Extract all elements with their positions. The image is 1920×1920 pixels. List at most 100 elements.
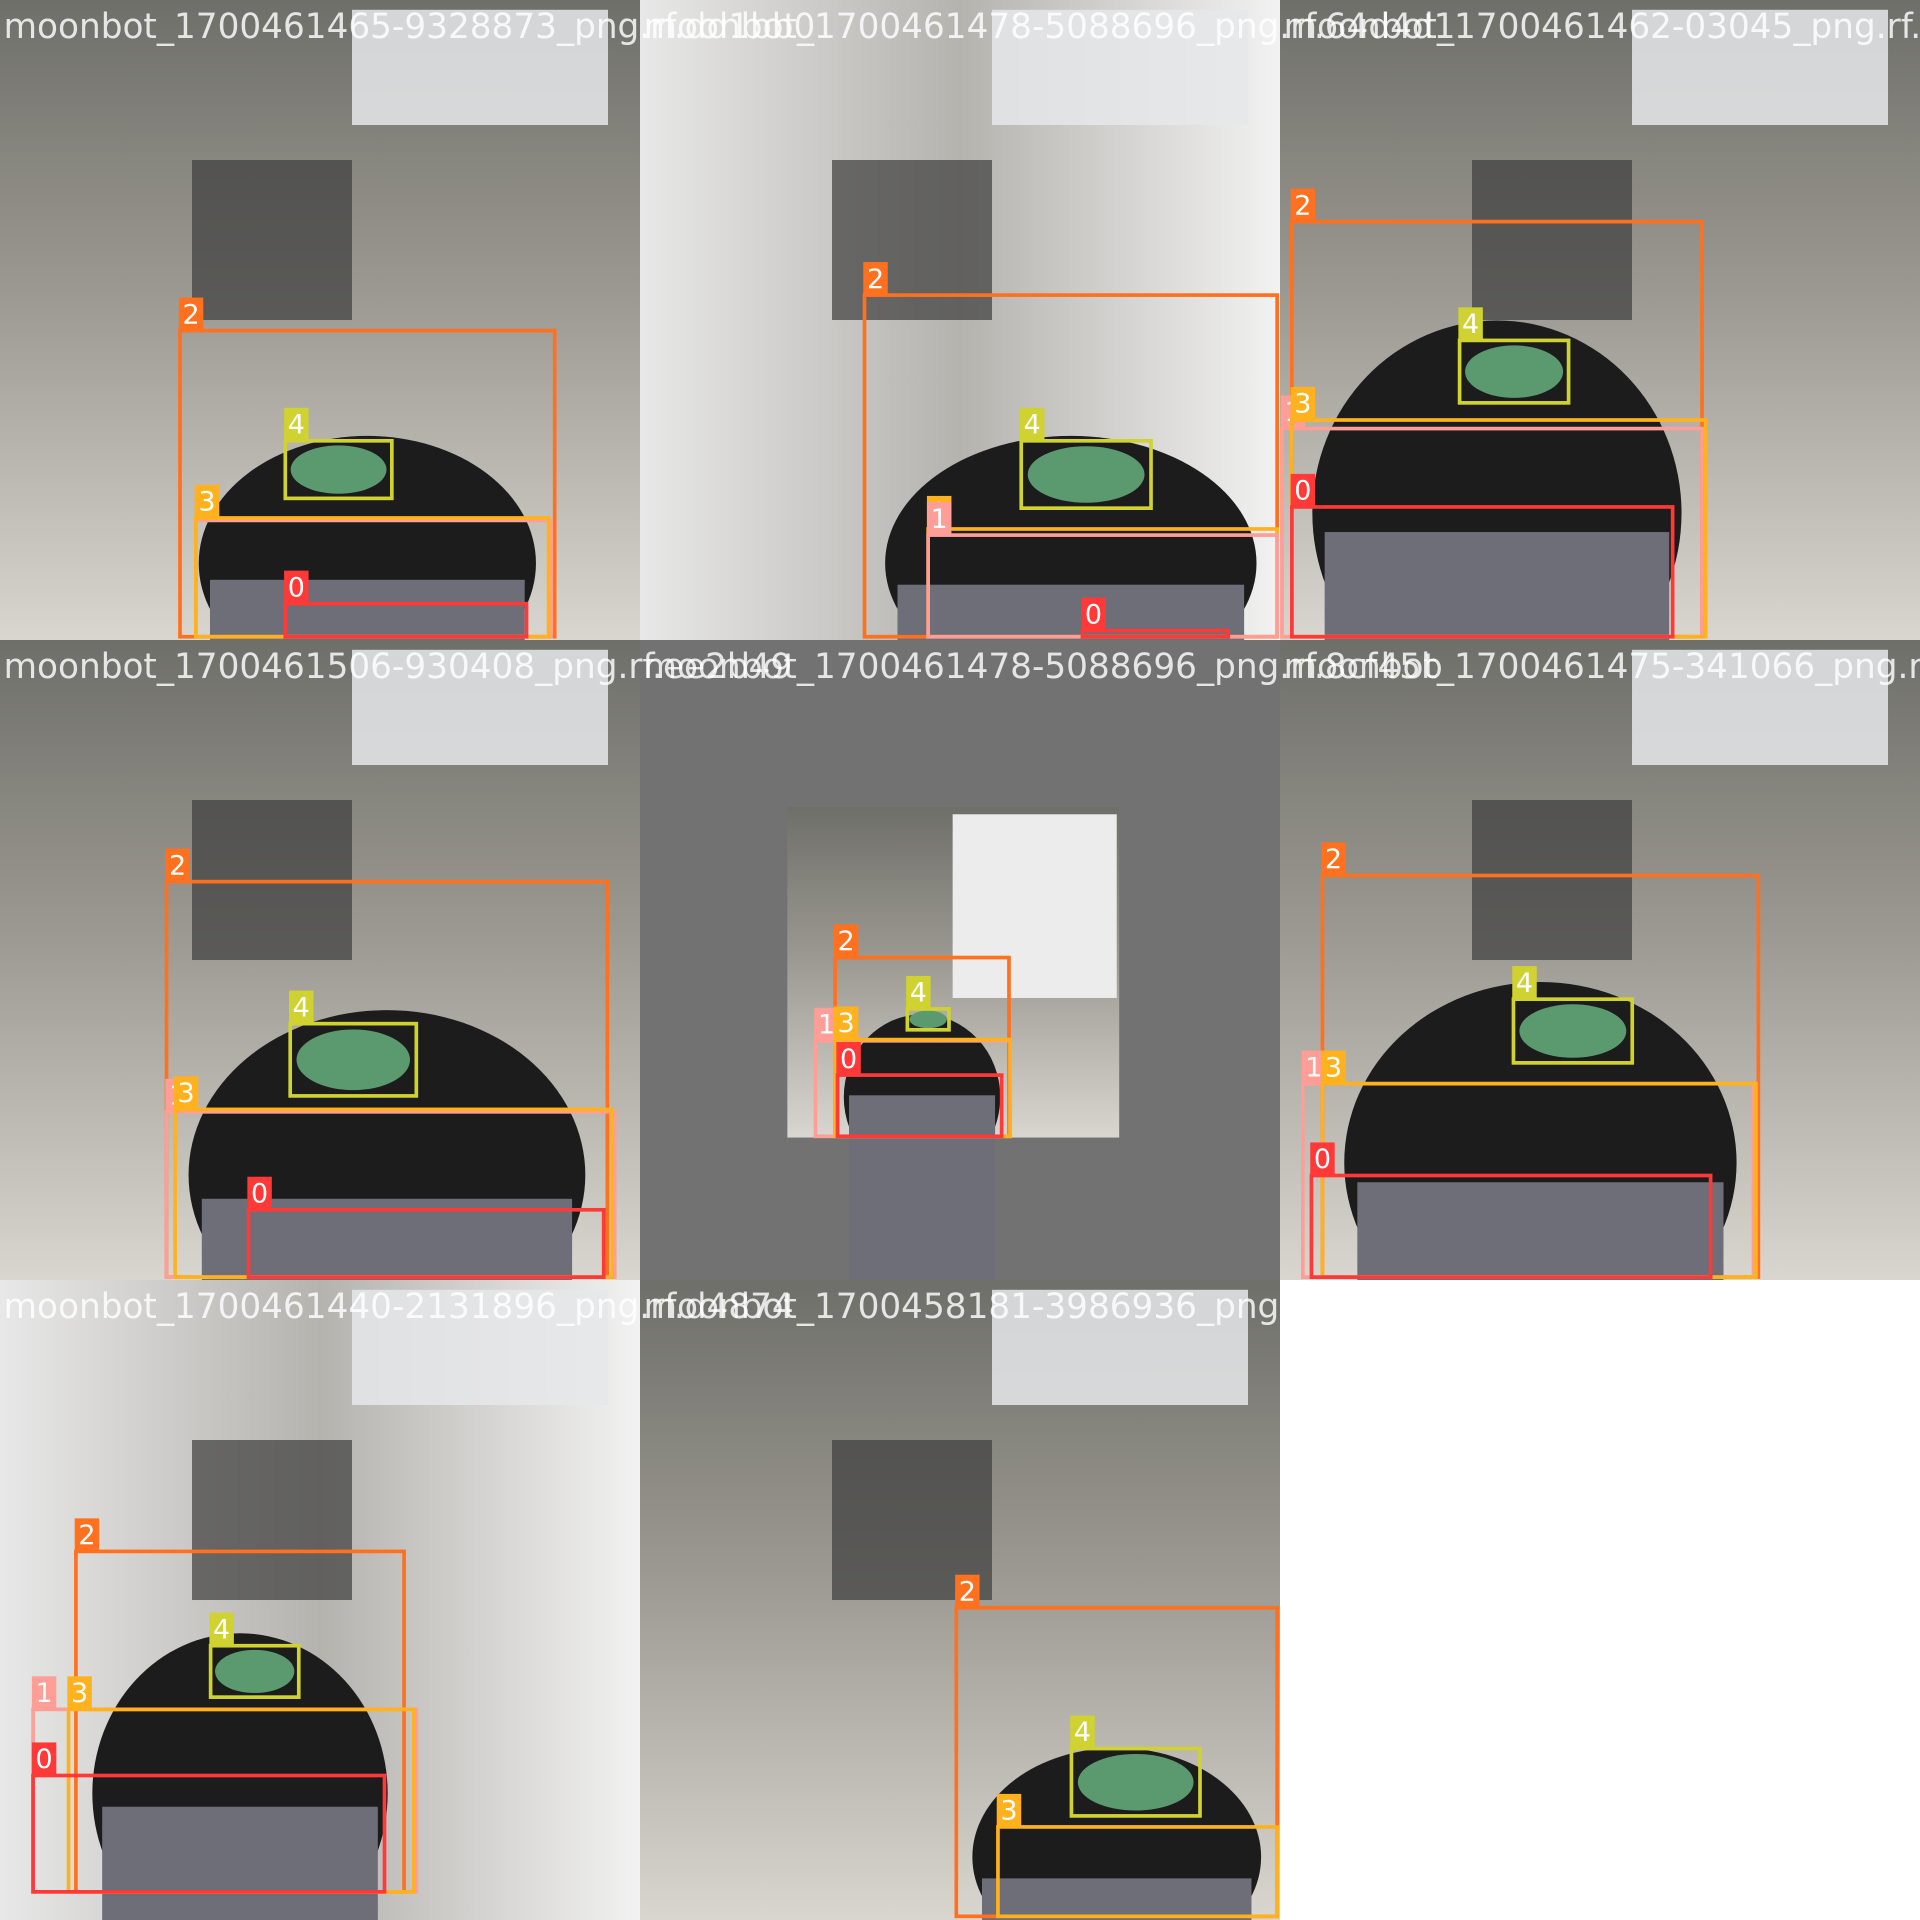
green-pad — [296, 1029, 411, 1091]
photo — [640, 640, 1281, 1281]
class-label-bg — [194, 484, 220, 518]
class-label-bg — [209, 1612, 234, 1646]
shelf — [1472, 160, 1633, 321]
class-label-bg — [1321, 842, 1346, 876]
tile-filename: moonbot_1700461478-5088696_png.rf.8cf45b — [644, 647, 1443, 687]
bounding-box — [835, 1073, 1004, 1139]
class-label: 3 — [838, 1008, 855, 1039]
class-label-bg — [996, 1793, 1022, 1827]
titles: moonbot_1700461465-9328873_png.rf.dd1bb0… — [4, 7, 1920, 1327]
class-label-bg — [1310, 1142, 1335, 1176]
bounding-box — [996, 1825, 1279, 1919]
class-label: 3 — [1294, 389, 1311, 420]
tile-filename: moonbot_1700461465-9328873_png.rf.dd1bb0 — [4, 7, 816, 47]
bounding-box — [283, 438, 394, 501]
shelf — [192, 1440, 353, 1601]
class-label: 2 — [838, 926, 855, 957]
bounding-box — [1080, 628, 1230, 639]
tile-filename: moonbot_1700461475-341066_png.r — [1284, 647, 1920, 687]
class-label: 3 — [71, 1678, 88, 1709]
robot-cylinder — [1324, 532, 1670, 641]
class-label: 0 — [1314, 1144, 1331, 1175]
robot-cylinder — [981, 1878, 1252, 1920]
class-label: 2 — [867, 264, 884, 295]
bounding-box — [208, 1643, 301, 1699]
class-label-bg — [288, 990, 314, 1024]
tile: 24310 — [640, 0, 1281, 641]
whiteboard — [352, 9, 609, 125]
photo — [1280, 0, 1920, 641]
class-label: 1 — [818, 1009, 835, 1040]
photo — [0, 1280, 641, 1920]
whiteboard — [352, 1289, 609, 1406]
bounding-box — [1290, 505, 1675, 639]
class-label: 3 — [198, 487, 215, 518]
green-pad — [215, 1649, 295, 1694]
photo — [1280, 640, 1920, 1281]
class-label: 0 — [36, 1744, 53, 1775]
class-label-bg — [1458, 307, 1483, 341]
bounding-box — [1511, 997, 1635, 1065]
tile-filename: moonbot_1700461478-5088696_png.rf.64d4d1 — [644, 7, 1456, 47]
class-label-bg — [1020, 407, 1045, 441]
green-pad — [909, 1010, 947, 1029]
class-label-bg — [74, 1518, 100, 1552]
tile-filename: moonbot_1700461506-930408_png.rf.ee2b49 — [4, 647, 793, 687]
class-label-bg — [1081, 597, 1106, 631]
whiteboard — [992, 9, 1249, 125]
robot-cylinder — [1357, 1182, 1724, 1281]
robot-cylinder — [209, 579, 525, 641]
class-label: 0 — [288, 572, 305, 603]
robot-cylinder — [102, 1806, 378, 1920]
class-label: 0 — [1294, 476, 1311, 507]
green-pad — [1519, 1004, 1627, 1058]
class-label: 1 — [36, 1678, 53, 1709]
shelf — [1472, 800, 1633, 961]
bounding-box — [246, 1207, 606, 1279]
class-label: 0 — [840, 1044, 857, 1075]
whiteboard — [1632, 649, 1889, 766]
class-label: 2 — [959, 1576, 976, 1607]
class-label-bg — [247, 1176, 272, 1210]
class-label-bg — [31, 1742, 57, 1776]
robot-cylinder — [849, 1095, 996, 1281]
whiteboard — [992, 1289, 1249, 1406]
class-label: 4 — [1462, 309, 1479, 340]
class-label-bg — [833, 1006, 859, 1040]
class-label-bg — [1290, 386, 1316, 420]
class-label-bg — [1321, 1050, 1346, 1084]
class-label: 3 — [1000, 1796, 1017, 1827]
green-pad — [1027, 446, 1145, 503]
bounding-box — [288, 1021, 419, 1098]
green-pad — [290, 445, 387, 494]
class-label-bg — [67, 1676, 92, 1710]
class-label-bg — [1290, 188, 1316, 222]
class-label: 0 — [251, 1178, 268, 1209]
class-label-bg — [1290, 473, 1316, 507]
whiteboard — [1632, 9, 1889, 125]
class-label-bg — [284, 407, 309, 441]
class-label-bg — [165, 848, 190, 882]
class-label-bg — [178, 297, 204, 331]
tile-filename: moonbot_1700461462-03045_png.rf. — [1284, 7, 1920, 47]
shelf — [832, 1440, 993, 1601]
class-label-bg — [836, 1042, 861, 1076]
class-label: 3 — [178, 1078, 195, 1109]
class-label-bg — [173, 1076, 199, 1110]
bounding-box — [1019, 438, 1153, 510]
bounding-box — [31, 1773, 387, 1894]
class-label: 4 — [910, 978, 927, 1009]
bounding-box — [1309, 1173, 1713, 1279]
shelf — [192, 160, 353, 321]
whiteboard — [952, 814, 1117, 998]
tile: 2 4 3 — [640, 1280, 1281, 1920]
class-label-bg — [31, 1676, 57, 1710]
class-label: 2 — [169, 850, 186, 881]
class-label: 2 — [1325, 844, 1342, 875]
class-label-bg — [906, 975, 931, 1009]
